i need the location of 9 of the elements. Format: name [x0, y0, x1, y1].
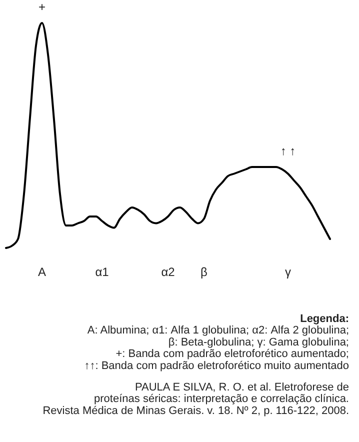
text: Legenda: A: Albumina; α1: Alfa 1 globulina; α2: Alfa 2 globulina; β: Beta-globulina; γ: Gama globulina; +: Banda com padrão eletroforético aumentado; ↑↑: Banda com padrão eletroforético muito aumentado	[84, 313, 349, 372]
annotation: +	[38, 0, 46, 14]
x-tick-label: β	[200, 265, 208, 279]
x-tick-label: γ	[285, 265, 291, 279]
x-tick-label: A	[38, 265, 46, 279]
x-tick-label: α1	[95, 265, 110, 279]
text: PAULA E SILVA, R. O. et al. Eletroforese de proteínas séricas: interpretação e correlação clínica. Revista Médica de Minas Gerais. v. 18. Nº 2, p. 116-122, 2008.	[42, 382, 349, 417]
annotation: ↑ ↑	[280, 144, 296, 158]
x-tick-label: α2	[161, 265, 176, 279]
